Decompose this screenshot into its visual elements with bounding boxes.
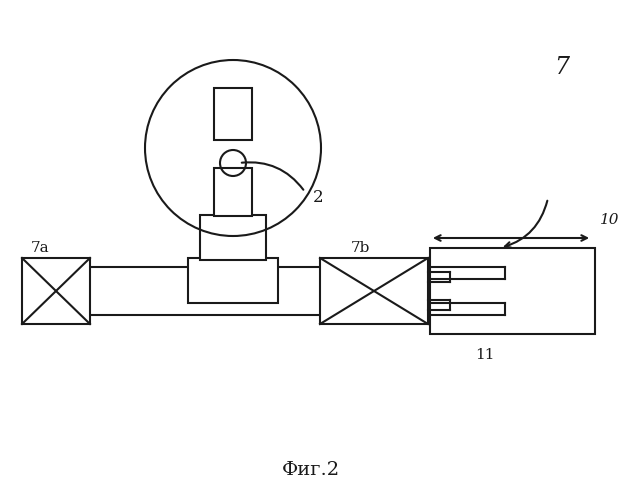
Bar bbox=[430, 248, 595, 334]
Bar bbox=[214, 88, 252, 140]
Bar bbox=[22, 258, 90, 324]
Bar bbox=[30, 267, 420, 315]
Text: 11: 11 bbox=[475, 348, 494, 362]
Text: 2: 2 bbox=[313, 190, 323, 206]
Bar bbox=[188, 258, 278, 303]
Bar bbox=[214, 168, 252, 216]
Text: 7: 7 bbox=[554, 56, 570, 80]
Text: Фиг.2: Фиг.2 bbox=[282, 461, 340, 479]
Bar bbox=[200, 215, 266, 260]
Bar bbox=[320, 258, 428, 324]
Text: 10: 10 bbox=[600, 213, 620, 227]
Text: 7b: 7b bbox=[350, 241, 369, 255]
Text: 7a: 7a bbox=[30, 241, 49, 255]
